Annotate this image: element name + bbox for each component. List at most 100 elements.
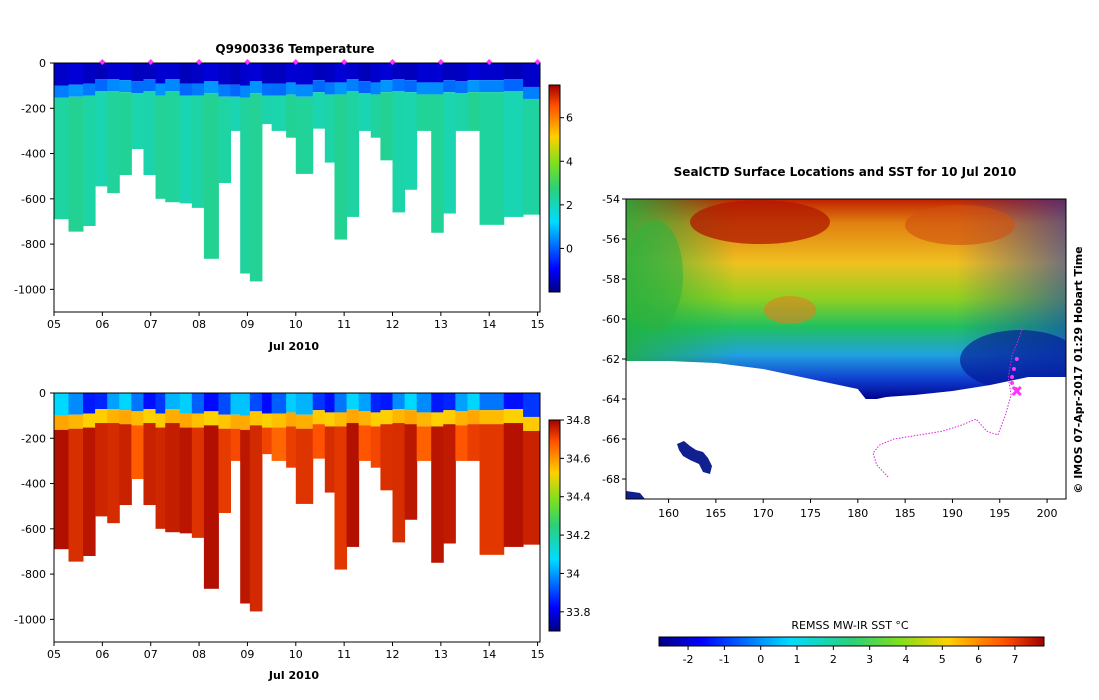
x-tick-label: 10	[289, 648, 303, 661]
sal-surface-layer	[271, 393, 287, 414]
profile-point	[1011, 367, 1016, 371]
temp-deep-water	[312, 92, 326, 129]
x-tick-label: 08	[192, 648, 206, 661]
temp-surface-layer	[240, 63, 251, 86]
warm-core-west	[690, 200, 830, 244]
sal-deep-water	[107, 423, 120, 524]
temp-deep-water	[416, 94, 432, 131]
position-x-stroke	[1011, 385, 1022, 397]
lon-tick-label: 165	[705, 507, 726, 520]
temp-thermocline	[523, 86, 540, 99]
temp-thermocline	[95, 79, 108, 92]
temp-deep-water	[143, 91, 157, 176]
temp-surface-layer	[286, 63, 297, 83]
y-tick-label: -400	[21, 148, 46, 161]
temp-thermocline	[119, 80, 132, 93]
temp-deep-water	[380, 92, 394, 161]
temperature-panel: Q9900336 Temperature 0 -200 -400 -600 -800 -1…	[14, 42, 573, 353]
temp-deep-water	[107, 91, 120, 194]
temp-surface-layer	[83, 63, 96, 84]
temp-thermocline	[131, 81, 144, 94]
sal-surface-layer	[295, 393, 314, 415]
temp-deep-water	[455, 93, 468, 131]
temp-deep-water	[203, 93, 219, 259]
temp-deep-water	[479, 92, 505, 225]
sst-colorbar-tick-label: 4	[902, 653, 909, 666]
lon-tick-label: 185	[895, 507, 916, 520]
temp-surface-layer	[324, 63, 335, 83]
temp-surface-layer	[392, 63, 406, 80]
colorbar-tick-label: 34.8	[566, 414, 591, 427]
lat-tick-label: -56	[602, 233, 620, 246]
sal-surface-layer	[179, 393, 193, 414]
temp-thermocline	[358, 81, 372, 94]
sst-colorbar-tick-label: 2	[830, 653, 837, 666]
sal-halocline	[312, 410, 326, 425]
sst-colorbar-tick-label: 5	[939, 653, 946, 666]
temp-deep-water	[346, 91, 360, 217]
x-tick-label: 12	[386, 318, 400, 331]
sal-halocline	[467, 410, 481, 425]
temp-thermocline	[334, 82, 348, 95]
sal-halocline	[346, 409, 360, 424]
temp-surface-layer	[404, 63, 418, 81]
temp-thermocline	[455, 81, 468, 94]
sst-colorbar	[658, 636, 1045, 647]
sst-colorbar-tick-label: 1	[794, 653, 801, 666]
sal-surface-layer	[107, 393, 120, 410]
temp-surface-layer	[203, 63, 219, 82]
x-tick-label: 11	[337, 648, 351, 661]
surfacing-marker	[99, 59, 106, 65]
sal-halocline	[119, 410, 132, 425]
temp-deep-water	[370, 94, 381, 138]
temp-thermocline	[191, 83, 205, 96]
salinity-plot-frame	[53, 392, 541, 643]
sal-halocline	[380, 410, 394, 425]
temp-thermocline	[203, 81, 219, 94]
sal-surface-layer	[404, 393, 418, 411]
sal-halocline	[295, 414, 314, 429]
sal-surface-layer	[443, 393, 456, 411]
sal-deep-water	[479, 424, 505, 555]
sal-halocline	[271, 413, 287, 428]
sal-surface-layer	[346, 393, 360, 410]
surfacing-marker	[196, 59, 203, 65]
lon-tick-label: 170	[753, 507, 774, 520]
profile-locations	[1010, 357, 1019, 391]
sal-surface-layer	[370, 393, 381, 413]
salinity-xlabel: Jul 2010	[268, 669, 319, 682]
temp-thermocline	[392, 79, 406, 92]
lon-tick-label: 195	[989, 507, 1010, 520]
sal-deep-water	[271, 427, 287, 461]
temp-surface-layer	[68, 63, 84, 85]
sal-halocline	[479, 410, 505, 425]
sal-halocline	[523, 416, 540, 431]
temp-thermocline	[404, 80, 418, 93]
temp-deep-water	[68, 96, 84, 232]
sst-colorbar-tick-label: 0	[757, 653, 764, 666]
temp-deep-water	[249, 93, 263, 282]
sal-halocline	[261, 413, 273, 428]
sal-deep-water	[83, 427, 96, 556]
temp-thermocline	[179, 83, 193, 96]
salinity-colorbar	[548, 419, 561, 632]
y-tick-label: 0	[39, 387, 46, 400]
temp-surface-layer	[119, 63, 132, 81]
temp-thermocline	[107, 79, 120, 92]
x-tick-label: 14	[482, 648, 496, 661]
temp-surface-layer	[380, 63, 394, 81]
sal-deep-water	[249, 425, 263, 612]
temp-deep-water	[240, 97, 251, 274]
lon-tick-label: 190	[942, 507, 963, 520]
x-tick-label: 15	[531, 318, 545, 331]
sal-deep-water	[404, 424, 418, 520]
temp-deep-water	[295, 96, 314, 174]
temp-surface-layer	[95, 63, 108, 80]
temp-surface-layer	[455, 63, 468, 82]
temp-thermocline	[416, 82, 432, 95]
colorbar-tick-label: 34.4	[566, 491, 591, 504]
y-tick-label: -400	[21, 478, 46, 491]
warm-core-east	[905, 205, 1015, 245]
sal-halocline	[203, 411, 219, 426]
sal-surface-layer	[358, 393, 372, 412]
